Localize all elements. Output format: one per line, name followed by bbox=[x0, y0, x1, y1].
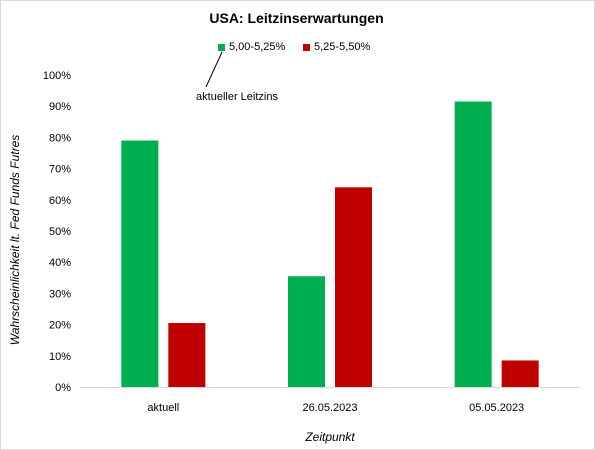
legend-swatch-series-1 bbox=[218, 43, 225, 51]
x-tick-label: aktuell bbox=[147, 402, 179, 414]
x-axis-label: Zeitpunkt bbox=[305, 430, 355, 444]
y-tick-label: 20% bbox=[49, 320, 71, 332]
bar-1-1 bbox=[121, 140, 159, 387]
bar-2-3 bbox=[501, 360, 539, 387]
y-tick-label: 60% bbox=[49, 195, 71, 207]
legend-item-series-2: 5,25-5,50% bbox=[303, 41, 370, 53]
y-tick-label: 40% bbox=[49, 257, 71, 269]
bar-1-3 bbox=[454, 101, 492, 388]
x-tick-label: 26.05.2023 bbox=[302, 402, 357, 414]
y-tick-label: 90% bbox=[49, 101, 71, 113]
y-tick-label: 80% bbox=[49, 132, 71, 144]
bar-2-2 bbox=[335, 187, 372, 387]
y-tick-label: 70% bbox=[49, 164, 71, 176]
y-tick-label: 100% bbox=[43, 70, 71, 82]
legend-item-series-1: 5,00-5,25% bbox=[218, 41, 285, 53]
y-tick-label: 50% bbox=[49, 226, 71, 238]
legend-label-series-2: 5,25-5,50% bbox=[314, 41, 371, 53]
y-tick-label: 0% bbox=[55, 382, 71, 394]
legend-swatch-series-2 bbox=[303, 43, 310, 51]
annotation-leader-line bbox=[205, 51, 223, 88]
bar-1-2 bbox=[288, 276, 325, 387]
x-tick-label: 05.05.2023 bbox=[469, 402, 524, 414]
annotation-label: aktueller Leitzins bbox=[196, 91, 278, 103]
bar-2-1 bbox=[168, 323, 206, 387]
y-tick-label: 30% bbox=[49, 288, 71, 300]
chart-title: USA: Leitzinserwartungen bbox=[209, 10, 384, 26]
legend-label-series-1: 5,00-5,25% bbox=[229, 41, 286, 53]
y-tick-label: 10% bbox=[49, 351, 71, 363]
